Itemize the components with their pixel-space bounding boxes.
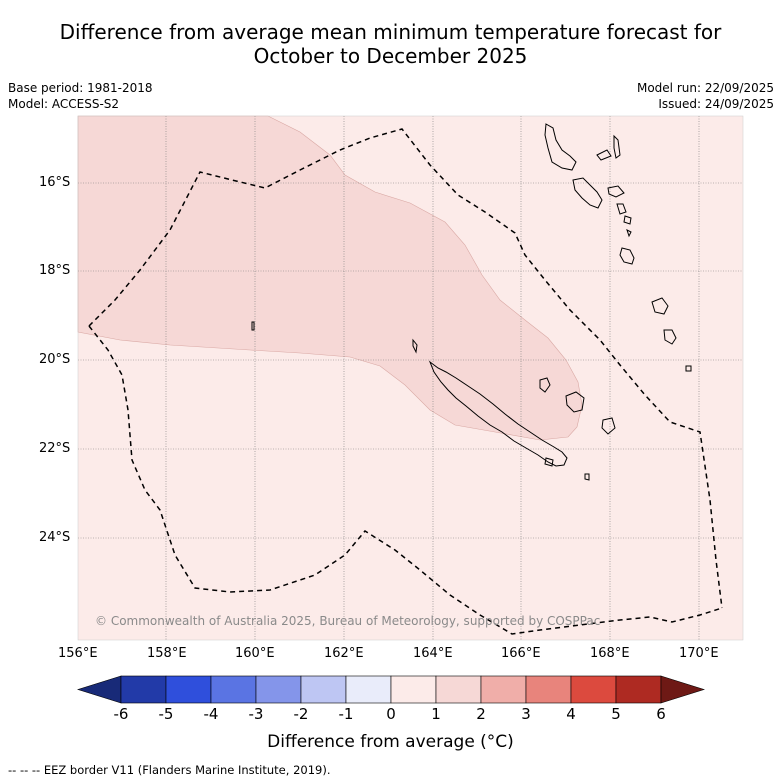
colorbar-segment: [255, 675, 302, 704]
colorbar-tick-label: 4: [566, 705, 576, 723]
lifou-island: [565, 391, 585, 413]
colorbar-tick-label: 5: [611, 705, 621, 723]
mare-island: [601, 417, 616, 435]
eez-border-solomon-islands: [88, 128, 723, 609]
walpole-island: [584, 473, 590, 481]
colorbar-tick-label: -6: [113, 705, 129, 723]
colorbar-tick-label: 2: [476, 705, 486, 723]
new-caledonia-coastline: [428, 360, 568, 467]
longitude-label: 168°E: [590, 646, 630, 661]
anomaly-region-1-2: [77, 115, 583, 441]
latitude-label: 20°S: [39, 352, 71, 367]
colorbar-extend-low: [76, 675, 122, 704]
issued-date: Issued: 24/09/2025: [658, 97, 774, 111]
map-title-line1: Difference from average mean minimum tem…: [59, 20, 722, 44]
model-run: Model run: 22/09/2025: [636, 81, 774, 95]
latitude-label: 22°S: [39, 441, 71, 456]
colorbar-segment: [525, 675, 572, 704]
colorbar-segment: [480, 675, 527, 704]
model-name: Model: ACCESS-S2: [8, 97, 120, 111]
copyright-notice: © Commonwealth of Australia 2025, Bureau…: [95, 614, 601, 628]
eez-border-new-caledonia: [88, 325, 723, 635]
colorbar-segment: [570, 675, 617, 704]
colorbar-extend-high: [660, 675, 706, 704]
longitude-label: 170°E: [679, 646, 719, 661]
vanuatu-coastline: [544, 123, 692, 372]
longitude-label: 166°E: [501, 646, 541, 661]
colorbar-tick-label: 1: [431, 705, 441, 723]
latitude-label: 16°S: [39, 175, 71, 190]
belep-islands: [412, 338, 418, 354]
colorbar-segment: [300, 675, 347, 704]
longitude-label: 162°E: [324, 646, 364, 661]
isle-of-pines: [544, 457, 554, 467]
ouvea-island: [539, 377, 551, 393]
latitude-label: 24°S: [39, 530, 71, 545]
colorbar-tick-label: -2: [293, 705, 309, 723]
colorbar-label: Difference from average (°C): [267, 732, 514, 752]
colorbar-segment: [210, 675, 257, 704]
colorbar-segment: [615, 675, 662, 704]
colorbar-tick-label: -5: [158, 705, 174, 723]
colorbar-segment: [345, 675, 392, 704]
colorbar-segment: [165, 675, 212, 704]
chesterfield-islets: [251, 321, 255, 331]
map-frame: [77, 115, 744, 641]
colorbar-tick-label: 3: [521, 705, 531, 723]
colorbar-tick-label: -4: [203, 705, 219, 723]
colorbar-tick-label: -1: [338, 705, 354, 723]
latitude-label: 18°S: [39, 263, 71, 278]
eez-legend: -- -- -- EEZ border V11 (Flanders Marine…: [8, 763, 331, 777]
longitude-label: 158°E: [147, 646, 187, 661]
map-title-line2: October to December 2025: [253, 44, 528, 68]
colorbar-segment: [390, 675, 437, 704]
colorbar-tick-label: 6: [656, 705, 666, 723]
base-period: Base period: 1981-2018: [8, 81, 153, 95]
longitude-label: 160°E: [235, 646, 275, 661]
colorbar-segment: [120, 675, 167, 704]
longitude-label: 164°E: [413, 646, 453, 661]
longitude-label: 156°E: [58, 646, 98, 661]
colorbar-tick-label: 0: [386, 705, 396, 723]
colorbar-segment: [435, 675, 482, 704]
latitude-grid: [78, 182, 743, 539]
colorbar: [76, 675, 706, 704]
colorbar-tick-label: -3: [248, 705, 264, 723]
